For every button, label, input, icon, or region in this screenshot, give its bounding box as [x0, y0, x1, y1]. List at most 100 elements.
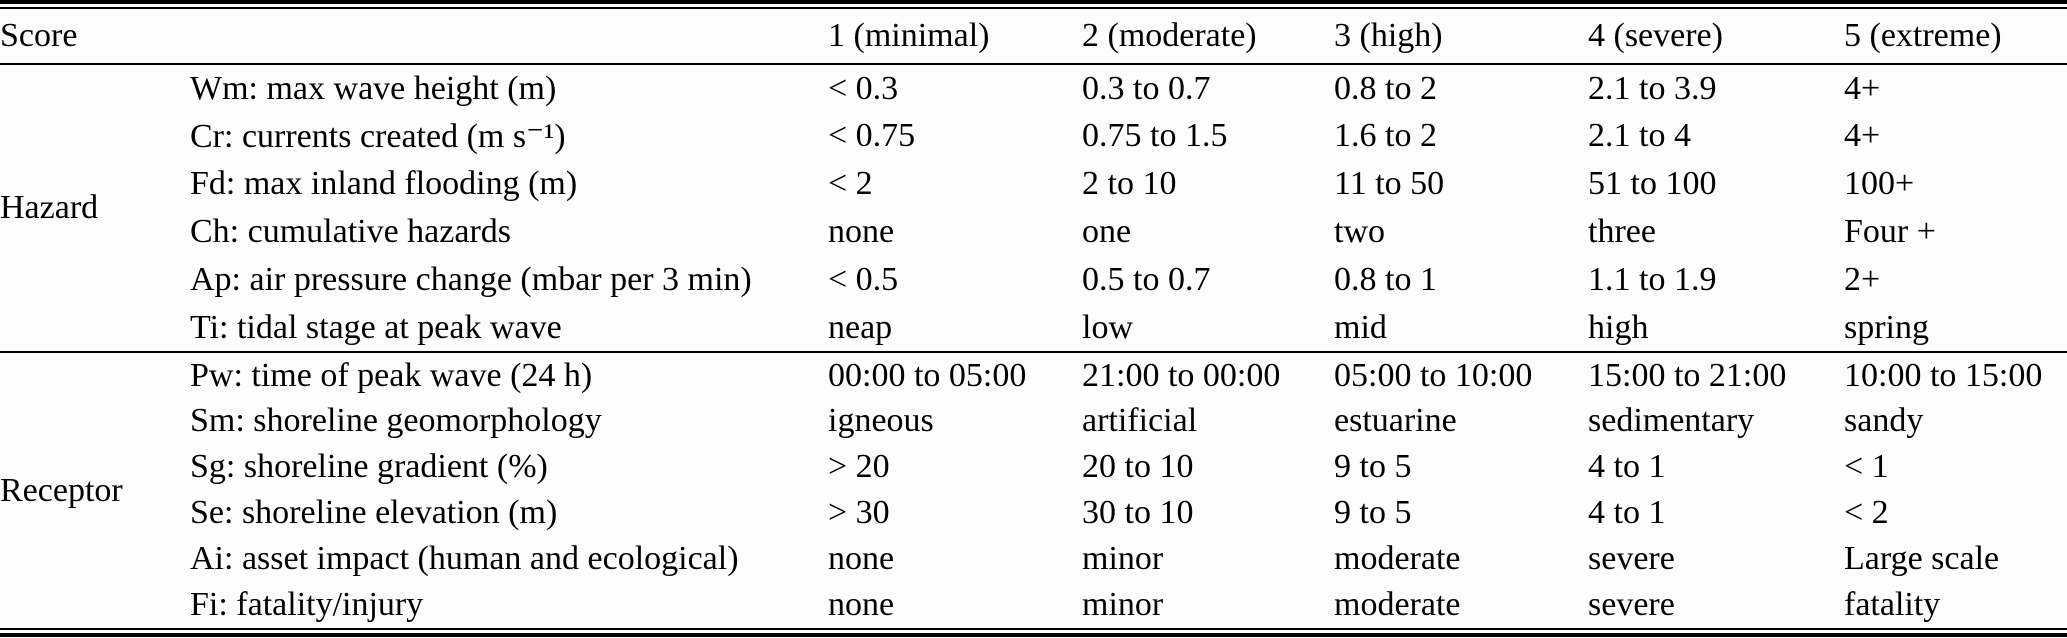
col-header-5-extreme: 5 (extreme)	[1844, 9, 2067, 65]
table-row-sg: Sg: shoreline gradient (%) > 20 20 to 10…	[0, 444, 2067, 490]
cell-value: one	[1082, 213, 1132, 250]
cell-value: estuarine	[1334, 402, 1457, 439]
cell-value: 11 to 50	[1334, 165, 1445, 202]
table-bottom-rule	[0, 633, 2067, 637]
cell-value: 2.1 to 4	[1588, 117, 1691, 154]
table-row-cr: Cr: currents created (m s⁻¹) < 0.75 0.75…	[0, 112, 2067, 160]
cell-value: three	[1588, 213, 1656, 250]
table-row-pw: Receptor Pw: time of peak wave (24 h) 00…	[0, 351, 2067, 628]
cell-value: severe	[1588, 586, 1675, 623]
cell-value: 4 to 1	[1588, 494, 1666, 531]
col-header-attribute-empty	[190, 9, 828, 65]
header-row: Score 1 (minimal) 2 (moderate) 3 (high) …	[0, 9, 2067, 65]
cell-value: igneous	[828, 402, 934, 439]
cell-value: 0.75 to 1.5	[1082, 117, 1228, 154]
col-header-3-high: 3 (high)	[1334, 9, 1588, 65]
cell-value: 00:00 to 05:00	[828, 351, 1082, 398]
cell-value: 1.6 to 2	[1334, 117, 1437, 154]
table-top-rule	[0, 0, 2067, 4]
cell-value: 0.8 to 1	[1334, 261, 1437, 298]
cell-value: 9 to 5	[1334, 448, 1412, 485]
cell-value: Large scale	[1844, 540, 2000, 577]
row-attribute: Sg: shoreline gradient (%)	[190, 448, 548, 485]
cell-value: spring	[1844, 308, 1929, 346]
row-attribute: Se: shoreline elevation (m)	[190, 494, 558, 531]
cell-value: < 1	[1844, 448, 1889, 485]
cell-value: neap	[828, 308, 893, 346]
table-row-fd: Fd: max inland flooding (m) < 2 2 to 10 …	[0, 160, 2067, 208]
table-bottom-inner-rule	[0, 628, 2067, 630]
cell-value: 0.3 to 0.7	[1082, 69, 1211, 107]
table-row-sm: Sm: shoreline geomorphology igneous arti…	[0, 398, 2067, 444]
section-label-receptor: Receptor	[0, 351, 190, 628]
hazard-receptor-scoring-table: Score 1 (minimal) 2 (moderate) 3 (high) …	[0, 9, 2067, 628]
cell-value: 2+	[1844, 261, 1881, 298]
cell-value: none	[828, 586, 895, 623]
table-row-ch: Ch: cumulative hazards none one two thre…	[0, 208, 2067, 256]
cell-value: artificial	[1082, 402, 1198, 439]
col-header-2-moderate: 2 (moderate)	[1082, 9, 1334, 65]
cell-value: 20 to 10	[1082, 448, 1194, 485]
cell-value: 100+	[1844, 165, 1915, 202]
cell-value: low	[1082, 308, 1133, 346]
table-row-se: Se: shoreline elevation (m) > 30 30 to 1…	[0, 490, 2067, 536]
cell-value: moderate	[1334, 540, 1461, 577]
row-attribute: Fd: max inland flooding (m)	[190, 165, 578, 202]
cell-value: 2 to 10	[1082, 165, 1177, 202]
cell-value: 51 to 100	[1588, 165, 1717, 202]
row-attribute: Fi: fatality/injury	[190, 586, 424, 623]
cell-value: none	[828, 540, 895, 577]
cell-value: 21:00 to 00:00	[1082, 351, 1334, 398]
section-label-hazard: Hazard	[0, 189, 99, 226]
cell-value: minor	[1082, 586, 1164, 623]
cell-value: 9 to 5	[1334, 494, 1412, 531]
cell-value: 10:00 to 15:00	[1844, 351, 2067, 398]
cell-value: mid	[1334, 308, 1387, 346]
row-attribute: Cr: currents created (m s⁻¹)	[190, 118, 566, 155]
cell-value: Four +	[1844, 213, 1936, 250]
cell-value: fatality	[1844, 586, 1941, 623]
section-receptor: Receptor Pw: time of peak wave (24 h) 00…	[0, 351, 2067, 628]
cell-value: moderate	[1334, 586, 1461, 623]
cell-value: 05:00 to 10:00	[1334, 351, 1588, 398]
cell-value: 1.1 to 1.9	[1588, 261, 1717, 298]
table-row-fi: Fi: fatality/injury none minor moderate …	[0, 582, 2067, 628]
col-header-4-severe: 4 (severe)	[1588, 9, 1844, 65]
cell-value: 4+	[1844, 117, 1881, 154]
col-header-score: Score	[0, 9, 190, 65]
row-attribute: Ch: cumulative hazards	[190, 213, 512, 250]
table-top-inner-rule	[0, 7, 2067, 9]
row-attribute: Pw: time of peak wave (24 h)	[190, 351, 828, 398]
cell-value: high	[1588, 308, 1649, 346]
cell-value: 2.1 to 3.9	[1588, 69, 1717, 107]
cell-value: 0.5 to 0.7	[1082, 261, 1211, 298]
cell-value: > 30	[828, 494, 890, 531]
cell-value: severe	[1588, 540, 1675, 577]
cell-value: 4+	[1844, 69, 1881, 107]
cell-value: sedimentary	[1588, 402, 1755, 439]
cell-value: < 0.3	[828, 69, 899, 107]
row-attribute: Sm: shoreline geomorphology	[190, 402, 602, 439]
table-row-ti: Ti: tidal stage at peak wave neap low mi…	[0, 304, 2067, 352]
row-attribute: Ai: asset impact (human and ecological)	[190, 540, 739, 577]
cell-value: 4 to 1	[1588, 448, 1666, 485]
cell-value: 0.8 to 2	[1334, 69, 1437, 107]
cell-value: < 2	[1844, 494, 1889, 531]
cell-value: two	[1334, 213, 1385, 250]
table-row-ai: Ai: asset impact (human and ecological) …	[0, 536, 2067, 582]
cell-value: < 0.5	[828, 261, 899, 298]
col-header-1-minimal: 1 (minimal)	[828, 9, 1082, 65]
cell-value: none	[828, 213, 895, 250]
cell-value: 15:00 to 21:00	[1588, 351, 1844, 398]
cell-value: sandy	[1844, 402, 1924, 439]
cell-value: < 0.75	[828, 117, 916, 154]
section-hazard: Hazard Wm: max wave height (m) < 0.3 0.3…	[0, 64, 2067, 352]
table-row-wm: Hazard Wm: max wave height (m) < 0.3 0.3…	[0, 64, 2067, 227]
table-row-ap: Ap: air pressure change (mbar per 3 min)…	[0, 256, 2067, 304]
cell-value: < 2	[828, 165, 873, 202]
row-attribute: Wm: max wave height (m)	[190, 69, 557, 107]
cell-value: 30 to 10	[1082, 494, 1194, 531]
cell-value: minor	[1082, 540, 1164, 577]
row-attribute: Ti: tidal stage at peak wave	[190, 308, 562, 346]
